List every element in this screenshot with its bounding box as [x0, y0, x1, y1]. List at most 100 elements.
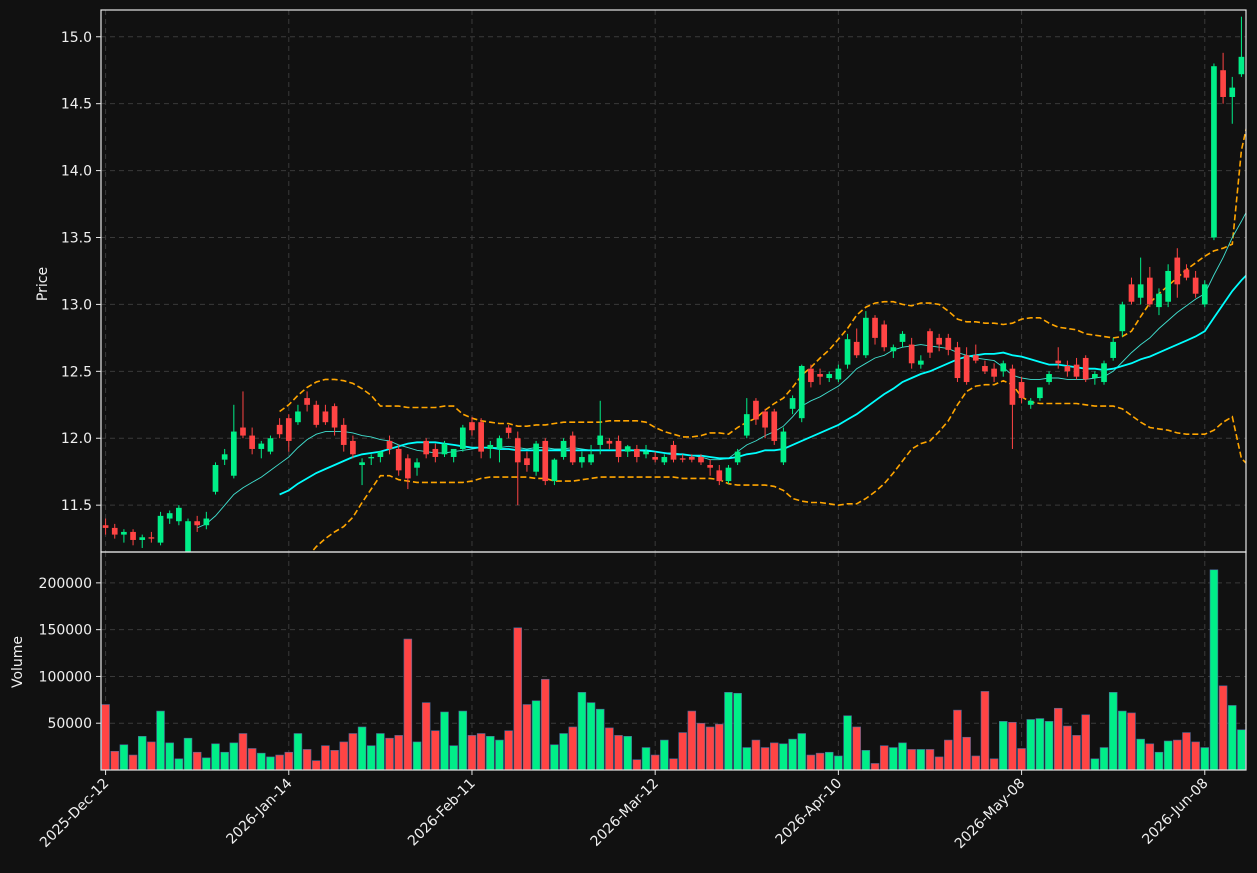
- candle-body: [304, 398, 310, 405]
- candle-body: [185, 521, 191, 552]
- volume-bar: [1108, 692, 1118, 770]
- bollinger-lower-line: [310, 379, 1246, 552]
- candle-body: [203, 518, 210, 526]
- candle-body: [982, 365, 988, 372]
- volume-bar: [128, 754, 138, 770]
- volume-bar: [376, 733, 385, 770]
- candle-body: [789, 398, 796, 409]
- volume-bar: [192, 751, 202, 770]
- volume-bar: [1035, 718, 1045, 770]
- volume-bar: [1209, 569, 1219, 770]
- price-axis-title: Price: [35, 267, 51, 301]
- volume-bar: [660, 739, 669, 770]
- candle-body: [1055, 360, 1062, 364]
- candle-body: [615, 440, 622, 457]
- volume-bar: [330, 750, 339, 770]
- volume-bar: [1072, 735, 1081, 770]
- volume-bar: [843, 715, 852, 770]
- candle-body: [954, 347, 961, 379]
- candle-body: [1073, 364, 1080, 377]
- volume-bar: [486, 736, 495, 770]
- volume-bar: [687, 710, 697, 770]
- price-tick-label: 15.0: [61, 30, 92, 46]
- volume-bar: [1081, 714, 1090, 770]
- candle-body: [1110, 341, 1117, 358]
- volume-bar: [550, 744, 559, 770]
- candle-body: [405, 458, 411, 479]
- candle-body: [1046, 374, 1052, 383]
- candle-body: [624, 446, 631, 452]
- volume-bar: [147, 741, 156, 770]
- volume-bar: [1200, 747, 1210, 770]
- volume-bar: [1090, 758, 1100, 770]
- candle-body: [1137, 284, 1144, 298]
- candle-body: [835, 368, 842, 380]
- volume-bar: [504, 730, 513, 770]
- volume-bar: [925, 749, 935, 770]
- candle-body: [276, 424, 283, 435]
- volume-bar: [202, 757, 211, 770]
- candle-body: [166, 513, 173, 519]
- candle-body: [1082, 357, 1089, 380]
- volume-bar: [440, 711, 449, 770]
- volume-bar: [321, 745, 330, 770]
- volume-bar: [559, 733, 568, 770]
- volume-tick-label: 100000: [39, 669, 92, 685]
- volume-bar: [678, 732, 687, 770]
- candle-body: [514, 438, 521, 463]
- volume-bar: [641, 747, 651, 770]
- candle-body: [1238, 56, 1245, 75]
- candle-body: [148, 537, 155, 539]
- candle-body: [899, 333, 906, 342]
- volume-bar: [669, 758, 678, 770]
- candle-body: [533, 443, 539, 472]
- volume-bar: [1008, 721, 1017, 770]
- volume-bar: [403, 638, 413, 770]
- candle-body: [295, 411, 301, 423]
- candle-body: [1009, 368, 1016, 405]
- volume-bar: [742, 747, 752, 770]
- volume-bar: [980, 691, 990, 770]
- volume-bar: [1145, 743, 1155, 770]
- volume-bar: [751, 739, 761, 770]
- candle-body: [1128, 284, 1135, 302]
- volume-bar: [293, 733, 303, 770]
- volume-bar: [962, 736, 971, 770]
- candle-body: [652, 456, 659, 460]
- volume-bar: [302, 749, 312, 770]
- volume-axis-title: Volume: [10, 636, 26, 688]
- candle-body: [798, 365, 805, 419]
- volume-bar: [467, 735, 477, 770]
- candle-body: [1192, 277, 1199, 294]
- candle-body: [414, 462, 420, 468]
- candle-body: [991, 368, 997, 377]
- volume-bar: [110, 750, 119, 770]
- volume-bar: [266, 756, 275, 770]
- price-tick-label: 13.5: [61, 231, 92, 247]
- candle-body: [698, 456, 704, 463]
- candle-body: [1119, 304, 1126, 332]
- candle-body: [716, 470, 723, 482]
- candle-body: [890, 347, 897, 352]
- price-tick-label: 12.5: [61, 364, 92, 380]
- candle-body: [368, 456, 375, 459]
- price-tick-label: 12.0: [61, 431, 92, 447]
- candle-body: [1211, 66, 1217, 238]
- candle-body: [917, 360, 924, 365]
- candle-body: [313, 404, 320, 425]
- volume-bar: [183, 737, 193, 770]
- volume-bar: [1063, 725, 1072, 770]
- volume-bar: [513, 627, 523, 770]
- volume-bar: [916, 749, 926, 770]
- volume-bar: [971, 755, 981, 770]
- volume-bar: [238, 733, 248, 770]
- volume-tick-label: 200000: [39, 576, 92, 592]
- price-tick-label: 14.5: [61, 97, 92, 113]
- candle-body: [478, 422, 484, 452]
- candle-body: [963, 355, 970, 383]
- candle-body: [487, 444, 494, 449]
- candle-body: [853, 341, 860, 356]
- candle-body: [469, 422, 475, 431]
- volume-bar: [623, 736, 632, 770]
- candle-body: [927, 331, 933, 353]
